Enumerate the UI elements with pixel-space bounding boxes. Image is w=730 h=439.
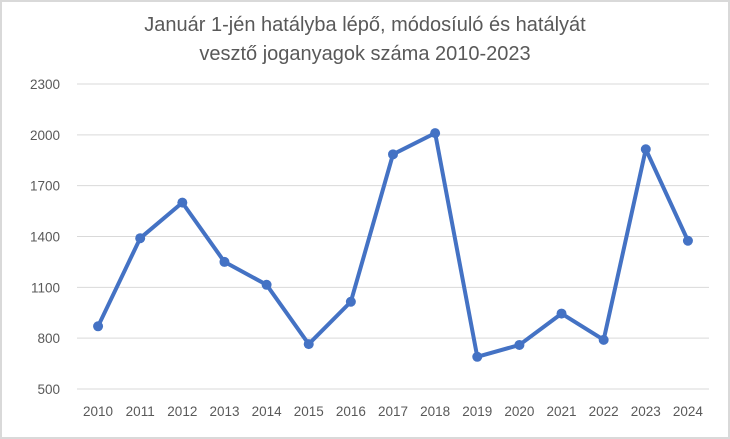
- data-point-marker: [556, 308, 567, 319]
- data-point-marker: [93, 321, 104, 332]
- y-axis-tick-label: 2300: [30, 77, 60, 92]
- x-axis-tick-label: 2011: [126, 404, 155, 419]
- data-point-marker: [598, 334, 609, 345]
- data-point-marker: [472, 351, 483, 362]
- y-axis-tick-label: 2000: [30, 128, 60, 143]
- x-axis-tick-label: 2014: [252, 404, 283, 419]
- x-axis-tick-label: 2010: [83, 404, 113, 419]
- series-line: [96, 131, 690, 359]
- y-axis-tick-label: 500: [37, 382, 60, 397]
- x-axis-tick-label: 2012: [167, 404, 197, 419]
- data-point-marker: [430, 128, 441, 139]
- data-point-marker: [303, 339, 314, 350]
- chart-title-line2: vesztő joganyagok száma 2010-2023: [199, 43, 531, 65]
- x-axis-tick-label: 2017: [378, 404, 408, 419]
- chart-title: Január 1-jén hatályba lépő, módosíuló és…: [2, 11, 728, 69]
- x-axis-tick-label: 2016: [336, 404, 366, 419]
- data-point-marker: [640, 144, 651, 155]
- y-axis-tick-label: 800: [37, 331, 60, 346]
- data-point-marker: [345, 296, 356, 307]
- y-axis-tick-label: 1700: [30, 179, 60, 194]
- x-axis-tick-label: 2022: [589, 404, 619, 419]
- x-axis-tick-label: 2018: [420, 404, 450, 419]
- x-axis-tick-label: 2023: [631, 404, 661, 419]
- y-axis-tick-label: 1100: [31, 280, 60, 295]
- x-axis-tick-label: 2024: [673, 404, 704, 419]
- data-point-marker: [219, 256, 230, 267]
- data-point-marker: [135, 233, 146, 244]
- chart-title-line1: Január 1-jén hatályba lépő, módosíuló és…: [144, 14, 586, 36]
- data-point-marker: [682, 235, 693, 246]
- data-point-marker: [388, 149, 398, 160]
- x-axis-tick-label: 2013: [209, 404, 239, 419]
- y-axis-tick-label: 1400: [30, 230, 60, 245]
- x-axis-tick-label: 2021: [547, 404, 577, 419]
- data-point-marker: [514, 339, 525, 350]
- x-axis-tick-label: 2015: [294, 404, 324, 419]
- x-axis-tick-label: 2019: [462, 404, 492, 419]
- x-axis-tick-label: 2020: [504, 404, 534, 419]
- data-point-marker: [177, 197, 188, 208]
- data-point-marker: [261, 279, 272, 290]
